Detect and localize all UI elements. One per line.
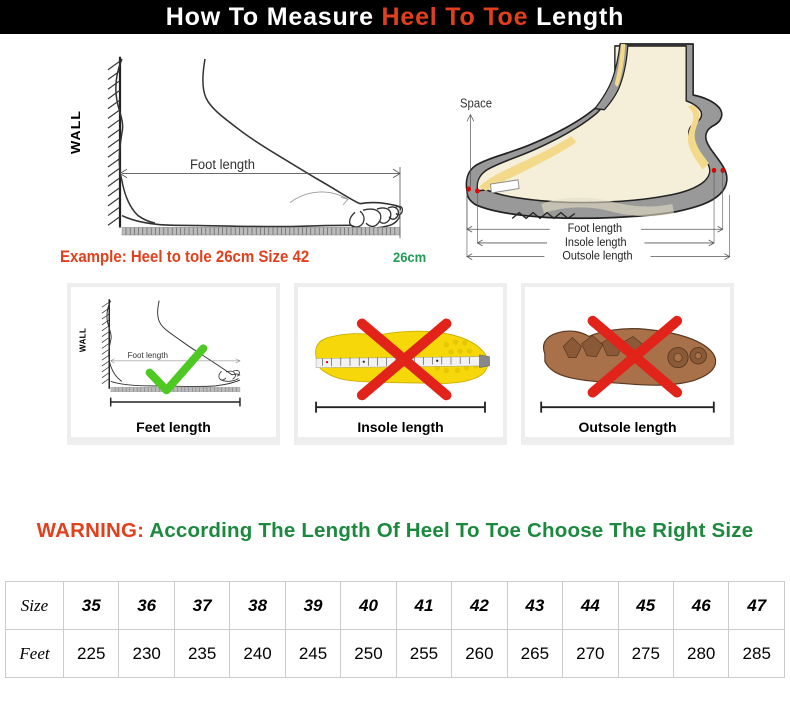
- svg-text:Foot length: Foot length: [568, 223, 622, 236]
- svg-text:Insole length: Insole length: [565, 236, 627, 249]
- svg-text:Example: Heel to tole 26cm Siz: Example: Heel to tole 26cm Size 42: [60, 249, 310, 267]
- svg-text:Space: Space: [460, 96, 492, 111]
- svg-text:26cm: 26cm: [393, 250, 426, 266]
- svg-text:Outsole length: Outsole length: [562, 250, 632, 263]
- svg-text:Foot length: Foot length: [128, 351, 168, 360]
- svg-text:WALL: WALL: [79, 328, 88, 352]
- svg-text:WALL: WALL: [68, 110, 82, 154]
- svg-text:Foot length: Foot length: [190, 157, 255, 173]
